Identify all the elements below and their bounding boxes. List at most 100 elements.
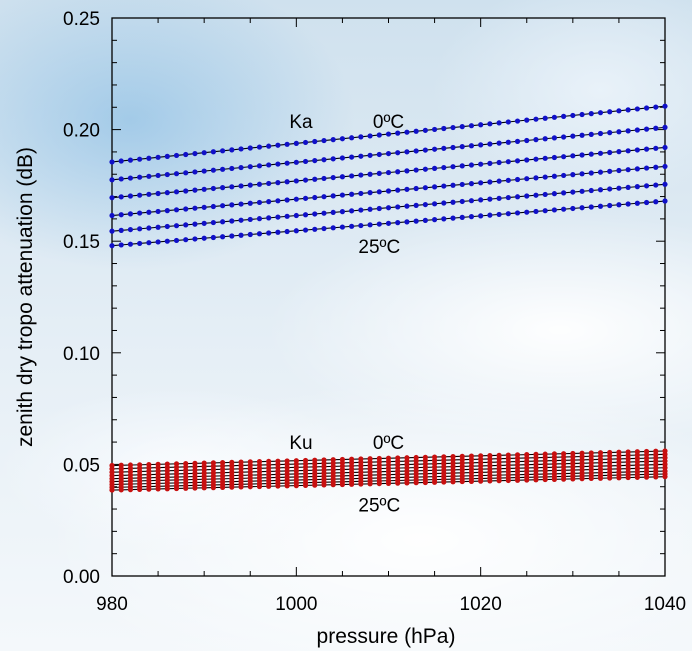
- data-point: [118, 487, 124, 493]
- data-point: [266, 483, 272, 489]
- tick-labels: 980 1000 1020 1040 0.00 0.05 0.10 0.15 0.20 0.25: [63, 9, 686, 615]
- data-point: [302, 195, 309, 201]
- data-point: [220, 166, 226, 172]
- data-point: [109, 228, 115, 234]
- data-point: [137, 486, 143, 492]
- data-point: [395, 220, 401, 226]
- data-point: [607, 109, 613, 115]
- data-point: [441, 145, 447, 151]
- data-point: [514, 210, 521, 216]
- data-point: [339, 155, 346, 161]
- data-point: [634, 147, 640, 153]
- data-point: [137, 240, 143, 247]
- data-point: [441, 200, 447, 206]
- data-point: [376, 132, 382, 138]
- data-point: [431, 126, 438, 133]
- data-point: [588, 131, 594, 137]
- data-point: [597, 187, 604, 193]
- data-point: [533, 175, 539, 181]
- data-point: [385, 188, 392, 194]
- data-point: [570, 112, 576, 119]
- data-point: [634, 184, 640, 190]
- data-point: [561, 476, 567, 482]
- data-point: [468, 198, 475, 204]
- data-point: [376, 151, 382, 158]
- data-point: [533, 116, 539, 122]
- data-point: [312, 194, 318, 201]
- data-point: [662, 181, 668, 187]
- data-point: [358, 153, 364, 159]
- data-point: [229, 233, 235, 239]
- data-point: [247, 484, 253, 490]
- data-point: [183, 188, 189, 194]
- data-point: [422, 166, 428, 172]
- data-point: [616, 108, 622, 114]
- data-point: [395, 150, 401, 156]
- data-point: [413, 148, 419, 154]
- data-point: [597, 110, 604, 116]
- data-point: [662, 144, 668, 151]
- data-point: [579, 188, 585, 194]
- data-point: [293, 159, 299, 165]
- data-point: [109, 195, 115, 201]
- data-point: [127, 487, 134, 493]
- data-point: [561, 154, 567, 160]
- data-point: [431, 479, 438, 485]
- data-point: [385, 205, 392, 211]
- data-point: [385, 169, 392, 176]
- data-point: [551, 476, 558, 482]
- data-point: [450, 215, 456, 221]
- data-point: [201, 186, 207, 192]
- data-point: [312, 138, 318, 145]
- data-point: [238, 183, 244, 189]
- data-point: [487, 179, 493, 185]
- data-point: [284, 213, 290, 219]
- data-point: [422, 479, 428, 486]
- data-point: [450, 182, 456, 188]
- data-point: [302, 227, 309, 233]
- data-point: [542, 115, 548, 121]
- data-point: [505, 477, 511, 484]
- data-point: [164, 486, 170, 492]
- data-point: [551, 191, 558, 197]
- y-tick-label: 0.10: [63, 344, 100, 365]
- data-point: [514, 176, 521, 183]
- data-point: [302, 482, 309, 488]
- data-point: [275, 142, 281, 148]
- data-point: [312, 211, 318, 217]
- data-point: [422, 147, 428, 153]
- data-point: [643, 199, 650, 206]
- data-point: [164, 153, 170, 159]
- data-point: [533, 192, 539, 198]
- data-point: [597, 475, 604, 481]
- data-point: [662, 474, 668, 480]
- data-point: [173, 223, 180, 229]
- data-point: [358, 481, 364, 487]
- data-point: [330, 193, 336, 199]
- data-point: [256, 216, 263, 222]
- data-point: [441, 183, 447, 189]
- data-point: [579, 111, 585, 118]
- data-point: [422, 201, 428, 208]
- data-point: [302, 177, 309, 183]
- data-point: [634, 200, 640, 206]
- data-point: [349, 135, 355, 141]
- data-point: [146, 155, 152, 161]
- data-point: [514, 118, 521, 124]
- data-point: [293, 483, 299, 489]
- data-point: [210, 203, 216, 210]
- data-point: [376, 189, 382, 195]
- data-point: [192, 236, 198, 242]
- data-point: [533, 156, 539, 162]
- data-point: [229, 202, 235, 208]
- data-point: [653, 199, 659, 205]
- data-point: [284, 483, 290, 489]
- data-point: [358, 207, 364, 213]
- data-point: [302, 212, 309, 218]
- data-point: [256, 163, 263, 169]
- x-tick-label: 1020: [460, 594, 502, 615]
- data-point: [459, 478, 465, 485]
- data-point: [358, 222, 364, 229]
- data-point: [588, 475, 594, 482]
- data-point: [450, 479, 456, 485]
